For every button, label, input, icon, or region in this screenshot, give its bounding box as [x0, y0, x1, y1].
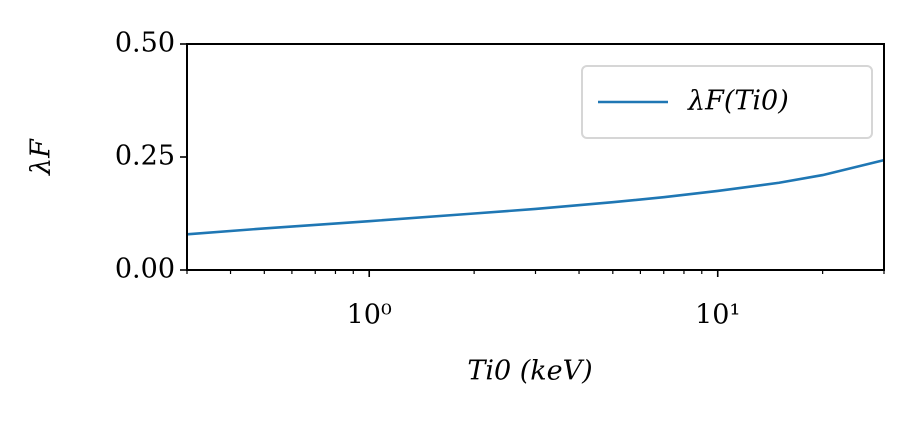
y-tick-label: 0.00	[115, 254, 175, 285]
y-axis-label: λF	[26, 138, 57, 176]
x-tick-label: 10¹	[695, 300, 740, 331]
y-tick-label: 0.25	[115, 141, 175, 172]
data-line	[186, 158, 885, 236]
plot-frame	[186, 43, 885, 271]
y-tick-label: 0.50	[115, 28, 175, 59]
legend-label: λF(Ti0)	[687, 86, 789, 117]
legend-box	[581, 65, 873, 139]
x-tick-label: 10⁰	[347, 300, 392, 331]
x-axis-label: Ti0 (keV)	[467, 356, 592, 387]
